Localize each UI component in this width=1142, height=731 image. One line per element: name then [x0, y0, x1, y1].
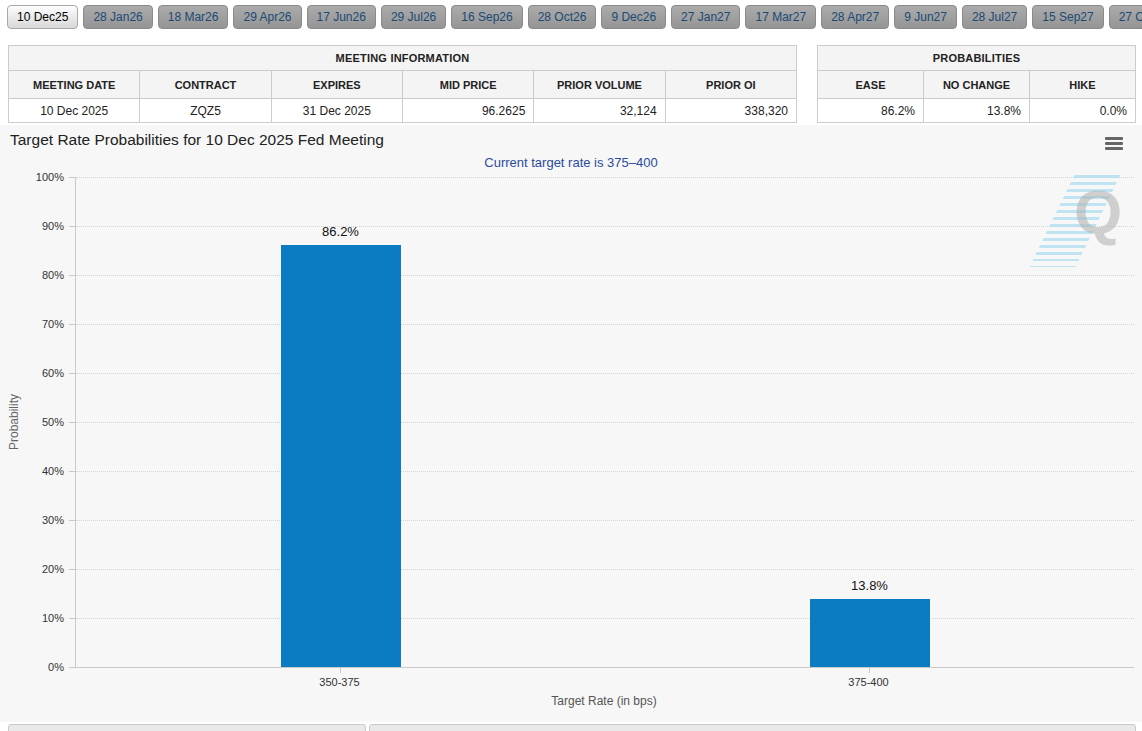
plot-area: 86.2% 13.8% [75, 177, 1134, 668]
meeting-information-col-contract: CONTRACT [140, 71, 271, 99]
tab-28-apr27[interactable]: 28 Apr27 [821, 5, 889, 29]
meeting-information-col-mid-price: MID PRICE [402, 71, 533, 99]
probabilities-title: PROBABILITIES [818, 46, 1136, 71]
info-tables-row: MEETING INFORMATION MEETING DATECONTRACT… [8, 45, 1136, 123]
tab-10-dec25[interactable]: 10 Dec25 [7, 5, 78, 29]
meeting-tab-bar: 10 Dec2528 Jan2618 Mar2629 Apr2617 Jun26… [7, 5, 1142, 29]
bottom-cutoff-strip [0, 724, 1142, 731]
y-axis-label-70: 70% [0, 318, 64, 330]
tab-17-jun26[interactable]: 17 Jun26 [307, 5, 376, 29]
y-tick [69, 618, 75, 619]
y-tick [69, 373, 75, 374]
tab-27-oct27[interactable]: 27 Oct27 [1109, 5, 1142, 29]
tab-28-jan26[interactable]: 28 Jan26 [83, 5, 152, 29]
meeting-information-value-prior-volume: 32,124 [534, 99, 665, 123]
x-axis-label-375-400: 375-400 [848, 676, 888, 688]
meeting-information-value-prior-oi: 338,320 [665, 99, 796, 123]
gridline-70 [76, 324, 1134, 325]
probabilities-data-row: 86.2%13.8%0.0% [818, 99, 1136, 123]
fedwatch-chart: Target Rate Probabilities for 10 Dec 202… [0, 125, 1142, 722]
meeting-information-value-expires: 31 Dec 2025 [271, 99, 402, 123]
bar-375-400[interactable] [810, 599, 930, 667]
meeting-information-col-prior-oi: PRIOR OI [665, 71, 796, 99]
y-axis-label-100: 100% [0, 171, 64, 183]
y-axis-label-60: 60% [0, 367, 64, 379]
bar-350-375[interactable] [281, 245, 401, 667]
y-tick [69, 324, 75, 325]
tab-28-jul27[interactable]: 28 Jul27 [962, 5, 1027, 29]
chart-subtitle: Current target rate is 375–400 [0, 155, 1142, 170]
x-axis-title: Target Rate (in bps) [551, 694, 656, 708]
y-tick [69, 569, 75, 570]
gridline-90 [76, 226, 1134, 227]
probabilities-value-hike: 0.0% [1030, 99, 1136, 123]
y-tick [69, 177, 75, 178]
tab-29-apr26[interactable]: 29 Apr26 [233, 5, 301, 29]
y-axis-label-30: 30% [0, 514, 64, 526]
chart-title: Target Rate Probabilities for 10 Dec 202… [10, 131, 384, 149]
meeting-information-header-row: MEETING DATECONTRACTEXPIRESMID PRICEPRIO… [9, 71, 797, 99]
tab-28-oct26[interactable]: 28 Oct26 [528, 5, 597, 29]
gridline-50 [76, 422, 1134, 423]
meeting-information-value-contract: ZQZ5 [140, 99, 271, 123]
y-tick [69, 520, 75, 521]
y-axis-label-0: 0% [0, 661, 64, 673]
gridline-10 [76, 618, 1134, 619]
tab-16-sep26[interactable]: 16 Sep26 [451, 5, 522, 29]
meeting-information-value-mid-price: 96.2625 [402, 99, 533, 123]
probabilities-table: PROBABILITIES EASENO CHANGEHIKE 86.2%13.… [817, 45, 1136, 123]
bottom-cutoff-cell [8, 724, 366, 731]
x-tick [340, 668, 341, 673]
gridline-80 [76, 275, 1134, 276]
y-tick [69, 667, 75, 668]
hamburger-icon [1105, 137, 1123, 140]
chart-context-menu-button[interactable] [1102, 133, 1126, 153]
y-axis-label-90: 90% [0, 220, 64, 232]
y-tick [69, 275, 75, 276]
tab-29-jul26[interactable]: 29 Jul26 [381, 5, 446, 29]
y-axis-label-80: 80% [0, 269, 64, 281]
tab-27-jan27[interactable]: 27 Jan27 [671, 5, 740, 29]
probabilities-value-no-change: 13.8% [924, 99, 1030, 123]
quikstrike-q-watermark: Q [1074, 181, 1122, 243]
meeting-information-col-prior-volume: PRIOR VOLUME [534, 71, 665, 99]
meeting-information-data-row: 10 Dec 2025ZQZ531 Dec 202596.262532,1243… [9, 99, 797, 123]
gridline-60 [76, 373, 1134, 374]
meeting-information-col-expires: EXPIRES [271, 71, 402, 99]
probabilities-value-ease: 86.2% [818, 99, 924, 123]
gridline-20 [76, 569, 1134, 570]
x-tick [869, 668, 870, 673]
bar-value-label-350-375: 86.2% [322, 224, 359, 239]
tab-9-dec26[interactable]: 9 Dec26 [601, 5, 666, 29]
meeting-information-table: MEETING INFORMATION MEETING DATECONTRACT… [8, 45, 797, 123]
y-tick [69, 471, 75, 472]
tab-18-mar26[interactable]: 18 Mar26 [158, 5, 229, 29]
y-tick [69, 422, 75, 423]
tab-15-sep27[interactable]: 15 Sep27 [1032, 5, 1103, 29]
y-axis-label-10: 10% [0, 612, 64, 624]
meeting-information-value-meeting-date: 10 Dec 2025 [9, 99, 140, 123]
probabilities-header-row: EASENO CHANGEHIKE [818, 71, 1136, 99]
y-tick [69, 226, 75, 227]
probabilities-col-ease: EASE [818, 71, 924, 99]
meeting-information-title: MEETING INFORMATION [9, 46, 797, 71]
x-axis-label-350-375: 350-375 [319, 676, 359, 688]
tab-9-jun27[interactable]: 9 Jun27 [894, 5, 957, 29]
gridline-40 [76, 471, 1134, 472]
y-axis-label-50: 50% [0, 416, 64, 428]
bar-value-label-375-400: 13.8% [851, 578, 888, 593]
bottom-cutoff-cell [369, 724, 1136, 731]
y-axis-label-40: 40% [0, 465, 64, 477]
y-axis-label-20: 20% [0, 563, 64, 575]
gridline-100 [76, 177, 1134, 178]
probabilities-col-no-change: NO CHANGE [924, 71, 1030, 99]
tab-17-mar27[interactable]: 17 Mar27 [745, 5, 816, 29]
meeting-information-col-meeting-date: MEETING DATE [9, 71, 140, 99]
gridline-30 [76, 520, 1134, 521]
probabilities-col-hike: HIKE [1030, 71, 1136, 99]
